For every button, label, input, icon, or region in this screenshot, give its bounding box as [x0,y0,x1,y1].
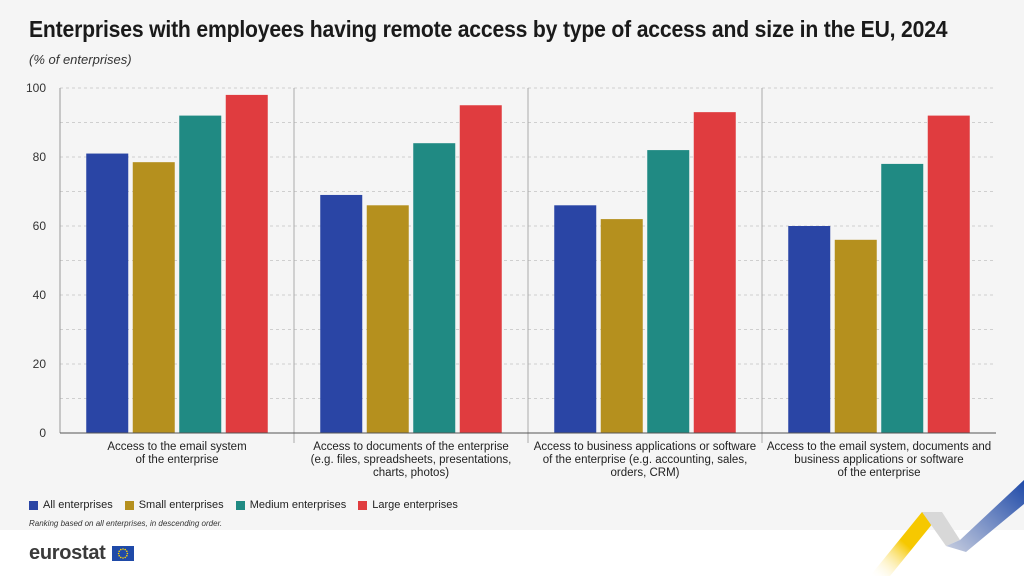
bar-large-3 [693,112,736,434]
bar-large-2 [459,105,502,433]
legend-label-all: All enterprises [43,499,113,511]
chart-subtitle: (% of enterprises) [29,52,132,67]
bar-large-1 [225,94,268,434]
bar-chart: 0 20 40 60 80 100 Access to the email system of… [26,81,996,479]
y-tick-label: 40 [33,288,47,302]
bar-all-3 [554,205,597,433]
legend-swatch-all [29,500,38,510]
bar-large-4 [927,115,970,433]
bar-small-4 [834,239,877,433]
bar-all-2 [320,194,363,433]
eurostat-decoration-icon [870,480,1024,576]
x-category-label: Access to business applications or softw… [534,441,756,479]
x-category-label: Access to the email system, documents an… [767,441,991,479]
legend-item-medium: Medium enterprises [235,499,347,511]
legend-label-medium: Medium enterprises [249,499,347,511]
chart-title: Enterprises with employees having remote… [29,16,948,42]
ranking-note: Ranking based on all enterprises, in des… [29,519,223,528]
x-category-label: Access to documents of the enterprise (e.… [311,441,512,479]
legend-item-small: Small enterprises [124,499,224,511]
y-tick-label: 80 [33,150,47,164]
legend-swatch-medium [235,500,245,510]
legend-item-large: Large enterprises [358,499,458,511]
legend-item-all: All enterprises [29,499,113,511]
x-category-label: Access to the email system of the enterpr… [107,441,246,466]
y-tick-label: 0 [39,426,46,440]
bar-medium-2 [413,143,456,433]
bar-small-2 [366,205,409,433]
y-tick-label: 20 [33,357,47,371]
footer [0,530,1024,576]
bar-medium-1 [179,115,222,433]
bar-all-1 [86,153,129,434]
legend-swatch-small [124,500,134,510]
bar-small-1 [132,162,175,434]
legend-label-large: Large enterprises [372,499,458,511]
bar-all-4 [788,226,831,433]
bar-small-3 [600,219,643,433]
logo-text: eurostat [29,542,106,564]
y-tick-label: 60 [33,219,47,233]
legend: All enterprises Small enterprises Medium… [29,499,458,511]
bar-medium-4 [881,163,924,433]
eu-flag-icon [111,546,134,561]
legend-label-small: Small enterprises [138,499,224,511]
eurostat-logo: eurostat [29,542,134,565]
bar-medium-3 [647,150,690,433]
y-tick-label: 100 [26,81,46,95]
legend-swatch-large [358,500,368,510]
